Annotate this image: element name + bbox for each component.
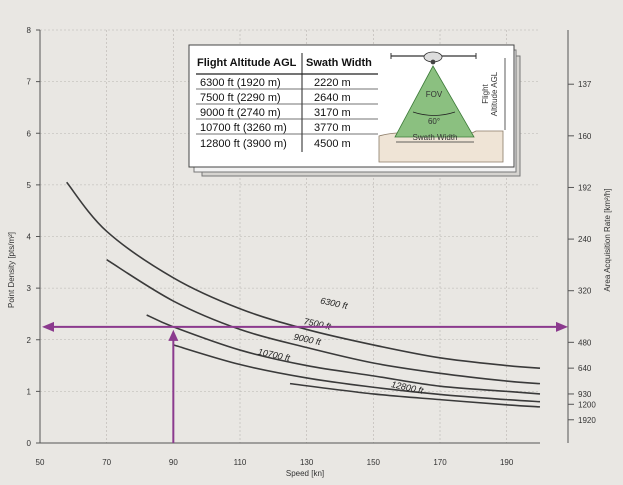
series-line-9000-ft: [146, 314, 541, 395]
table-header-swath: Swath Width: [306, 57, 372, 69]
table-row-altitude: 6300 ft (1920 m): [200, 77, 281, 89]
x-axis-label: Speed [kn]: [286, 469, 324, 478]
y2-tick-label: 137: [578, 80, 592, 89]
y-axis-label: Point Density [pts/m²]: [7, 232, 16, 308]
series-line-7500-ft: [106, 259, 541, 385]
y2-tick-label: 320: [578, 287, 592, 296]
tick-labels: 50 70 90 110 130 150 170 190 0 1 2 3 4 5 6 7 8 137 160 192 2…: [27, 26, 597, 467]
fov-label: FOV: [426, 90, 443, 99]
x-tick-label: 190: [500, 458, 514, 467]
x-tick-label: 90: [169, 458, 178, 467]
y2-tick-label: 480: [578, 338, 592, 347]
fov-diagram: FOV 60° Swath Width Flight Altitude AGL: [378, 51, 506, 163]
table-row-altitude: 10700 ft (3260 m): [200, 122, 287, 134]
x-tick-label: 170: [433, 458, 447, 467]
angle-arc: [412, 111, 456, 116]
y-tick-label: 1: [27, 387, 32, 396]
table-row-swath: 3170 m: [314, 107, 351, 119]
y-tick-label: 4: [27, 233, 32, 242]
table-header-altitude: Flight Altitude AGL: [197, 57, 297, 69]
y2-tick-label: 240: [578, 235, 592, 244]
table-row-swath: 3770 m: [314, 122, 351, 134]
y2-tick-label: 192: [578, 183, 592, 192]
aircraft-icon: [390, 51, 477, 65]
y-tick-label: 7: [27, 78, 32, 87]
altitude-label-line2: Altitude AGL: [490, 71, 499, 116]
y2-tick-label: 1200: [578, 400, 596, 409]
y-tick-label: 5: [27, 181, 32, 190]
y2-tick-label: 160: [578, 132, 592, 141]
table-row-swath: 2640 m: [314, 92, 351, 104]
angle-label: 60°: [428, 117, 440, 126]
reference-arrow-up: [168, 329, 179, 341]
table-row-altitude: 7500 ft (2290 m): [200, 92, 281, 104]
x-tick-label: 110: [234, 458, 247, 467]
table-row-altitude: 9000 ft (2740 m): [200, 107, 281, 119]
table-row-altitude: 12800 ft (3900 m): [200, 138, 287, 150]
reference-arrow-right: [556, 321, 568, 332]
y-tick-label: 2: [27, 336, 32, 345]
altitude-label-line1: Flight: [481, 83, 490, 103]
table-row-swath: 2220 m: [314, 77, 351, 89]
series-line-10700-ft: [173, 344, 541, 403]
reference-lines: [42, 321, 568, 443]
x-tick-label: 150: [367, 458, 381, 467]
x-tick-label: 50: [36, 458, 45, 467]
table-row-swath: 4500 m: [314, 138, 351, 150]
inset-panel: Flight Altitude AGL Swath Width 6300 ft …: [188, 44, 521, 177]
series-line-6300-ft: [66, 181, 541, 369]
altitude-swath-table: Flight Altitude AGL Swath Width 6300 ft …: [196, 53, 378, 152]
series-line-12800-ft: [289, 382, 541, 408]
x-tick-label: 130: [300, 458, 314, 467]
swath-label: Swath Width: [413, 133, 458, 142]
y-tick-label: 8: [27, 26, 32, 35]
y-tick-label: 3: [27, 284, 32, 293]
y2-tick-label: 640: [578, 364, 592, 373]
y2-tick-label: 1920: [578, 416, 596, 425]
x-tick-label: 70: [102, 458, 111, 467]
y2-tick-label: 930: [578, 390, 592, 399]
y-tick-label: 0: [27, 439, 32, 448]
y-tick-label: 6: [27, 129, 32, 138]
fov-cone: [394, 65, 475, 138]
reference-arrow-left: [42, 321, 54, 332]
y2-axis-label: Area Acquisition Rate [km²/h]: [603, 188, 612, 291]
